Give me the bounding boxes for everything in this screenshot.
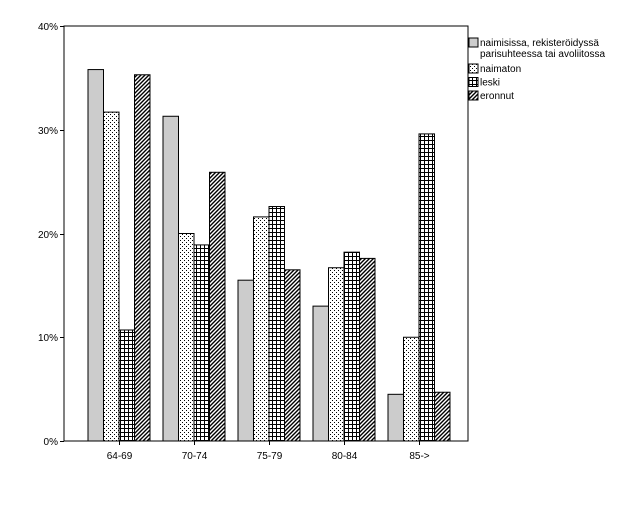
legend-label: naimisissa, rekisteröidyssä xyxy=(480,38,599,49)
legend-label: parisuhteessa tai avoliitossa xyxy=(480,49,606,60)
bar-crosshatch-70-74 xyxy=(193,244,210,442)
bar-diagonal-80-84 xyxy=(359,257,376,442)
bar-diagonal-85-> xyxy=(434,391,451,442)
y-tick-label: 40% xyxy=(38,22,58,33)
plot-area: 0% 10% 20% 30% 40% 64-69 70-74 75-79 80-84 85-> xyxy=(38,22,469,462)
bar-dots-70-74 xyxy=(178,233,195,442)
bar-diagonal-75-79 xyxy=(284,269,301,442)
bar-dots-85-> xyxy=(403,336,420,442)
x-tick-label: 64-69 xyxy=(107,451,133,462)
x-tick-label: 75-79 xyxy=(257,451,283,462)
legend-swatch-diagonal xyxy=(468,90,479,101)
x-tick-label: 85-> xyxy=(409,451,429,462)
legend-label: naimaton xyxy=(480,64,521,75)
bar-crosshatch-64-69 xyxy=(118,329,135,442)
bar-crosshatch-85-> xyxy=(418,133,435,442)
bar-dots-80-84 xyxy=(328,267,345,442)
legend-label: eronnut xyxy=(480,91,514,102)
bar-solid-gray-80-84 xyxy=(312,305,329,442)
y-tick-label: 30% xyxy=(38,126,58,137)
y-tick-label: 10% xyxy=(38,333,58,344)
bar-dots-75-79 xyxy=(253,216,270,442)
bar-solid-gray-64-69 xyxy=(87,69,104,442)
bar-diagonal-64-69 xyxy=(134,74,151,442)
legend-label: leski xyxy=(480,78,500,89)
bar-dots-64-69 xyxy=(103,111,120,442)
legend-swatch-solid-gray xyxy=(468,37,479,48)
legend: naimisissa, rekisteröidyssäparisuhteessa… xyxy=(468,37,606,102)
legend-swatch-dots xyxy=(468,63,479,74)
x-tick-label: 70-74 xyxy=(182,451,208,462)
x-tick-label: 80-84 xyxy=(332,451,358,462)
bar-solid-gray-85-> xyxy=(387,393,404,442)
bar-crosshatch-75-79 xyxy=(268,206,285,442)
bar-crosshatch-80-84 xyxy=(343,251,360,442)
y-tick-label: 0% xyxy=(44,437,59,448)
bar-diagonal-70-74 xyxy=(209,171,226,442)
legend-swatch-crosshatch xyxy=(468,77,479,87)
bar-solid-gray-75-79 xyxy=(237,279,254,442)
bar-solid-gray-70-74 xyxy=(162,115,179,442)
y-tick-label: 20% xyxy=(38,230,58,241)
